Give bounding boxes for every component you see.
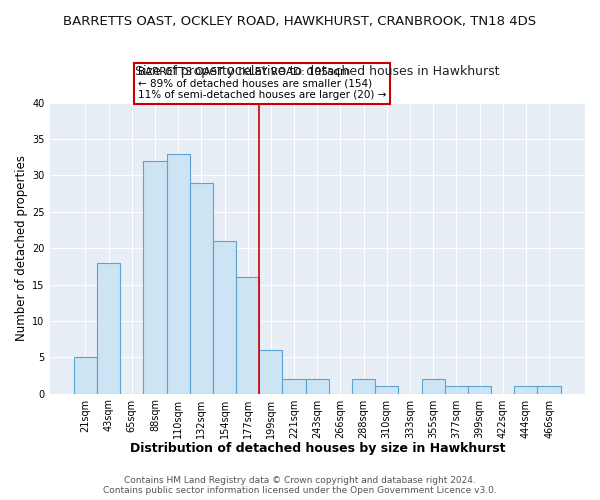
- Bar: [538, 386, 560, 394]
- Text: BARRETTS OAST OCKLEY ROAD: 195sqm
← 89% of detached houses are smaller (154)
11%: BARRETTS OAST OCKLEY ROAD: 195sqm ← 89% …: [138, 66, 386, 100]
- Bar: [352, 379, 375, 394]
- Bar: [97, 262, 120, 394]
- Bar: [468, 386, 491, 394]
- Bar: [445, 386, 468, 394]
- Bar: [236, 278, 259, 394]
- Bar: [167, 154, 190, 394]
- X-axis label: Distribution of detached houses by size in Hawkhurst: Distribution of detached houses by size …: [130, 442, 505, 455]
- Bar: [375, 386, 398, 394]
- Bar: [74, 357, 97, 394]
- Bar: [190, 183, 213, 394]
- Title: Size of property relative to detached houses in Hawkhurst: Size of property relative to detached ho…: [135, 65, 500, 78]
- Text: BARRETTS OAST, OCKLEY ROAD, HAWKHURST, CRANBROOK, TN18 4DS: BARRETTS OAST, OCKLEY ROAD, HAWKHURST, C…: [64, 15, 536, 28]
- Bar: [514, 386, 538, 394]
- Y-axis label: Number of detached properties: Number of detached properties: [15, 155, 28, 341]
- Bar: [259, 350, 283, 394]
- Bar: [283, 379, 305, 394]
- Bar: [213, 241, 236, 394]
- Bar: [422, 379, 445, 394]
- Bar: [305, 379, 329, 394]
- Text: Contains HM Land Registry data © Crown copyright and database right 2024.
Contai: Contains HM Land Registry data © Crown c…: [103, 476, 497, 495]
- Bar: [143, 161, 167, 394]
